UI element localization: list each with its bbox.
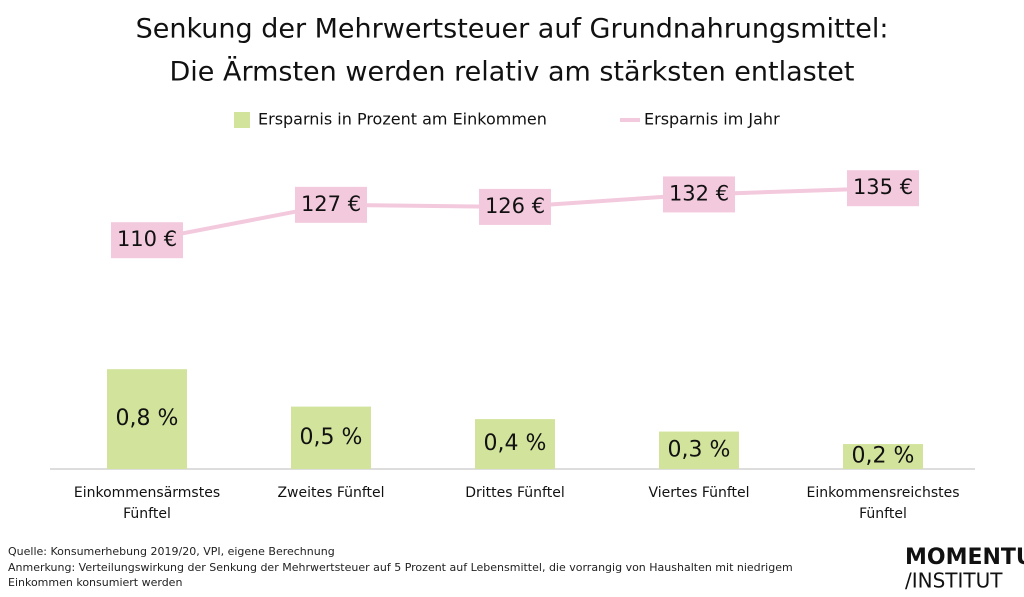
logo: /INSTITUT: [905, 569, 1003, 593]
label-box: [847, 170, 919, 207]
chart-subtitle: Die Ärmsten werden relativ am stärksten …: [170, 56, 855, 88]
label-box: [295, 186, 367, 223]
line-label: 127 €: [301, 192, 361, 216]
bar-label: 0,8 %: [116, 406, 179, 431]
x-tick-label: Viertes Fünftel: [648, 485, 750, 501]
line-label: 126 €: [485, 194, 545, 218]
label-box: [479, 188, 551, 225]
line-label: 110 €: [117, 227, 177, 251]
bar: [107, 369, 187, 469]
line-label: 132 €: [669, 181, 729, 205]
x-tick-label: Einkommensreichstes Fünftel: [806, 485, 960, 522]
note: Anmerkung: Verteilungswirkung der Senkun…: [8, 561, 793, 589]
line-label: 135 €: [853, 175, 913, 199]
x-tick-label: Zweites Fünftel: [277, 485, 385, 501]
bar: [475, 419, 555, 469]
bar: [659, 431, 739, 469]
bar: [843, 444, 923, 469]
x-tick-label: Drittes Fünftel: [465, 485, 565, 501]
chart-title: Senkung der Mehrwertsteuer auf Grundnahr…: [136, 14, 889, 45]
legend-label: Ersparnis im Jahr: [644, 110, 780, 129]
bar: [291, 406, 371, 469]
legend-swatch: [234, 112, 250, 128]
bar-label: 0,5 %: [300, 425, 363, 450]
label-box: [663, 176, 735, 213]
bar-label: 0,4 %: [484, 431, 547, 456]
label-box: [111, 222, 183, 259]
bar-label: 0,2 %: [852, 444, 915, 469]
legend-label: Ersparnis in Prozent am Einkommen: [258, 110, 547, 129]
x-tick-label: Einkommensärmstes Fünftel: [73, 485, 221, 522]
source: Quelle: Konsumerhebung 2019/20, VPI, eig…: [8, 545, 335, 558]
logo: MOMENTUM: [905, 545, 1024, 570]
bar-label: 0,3 %: [668, 437, 731, 462]
